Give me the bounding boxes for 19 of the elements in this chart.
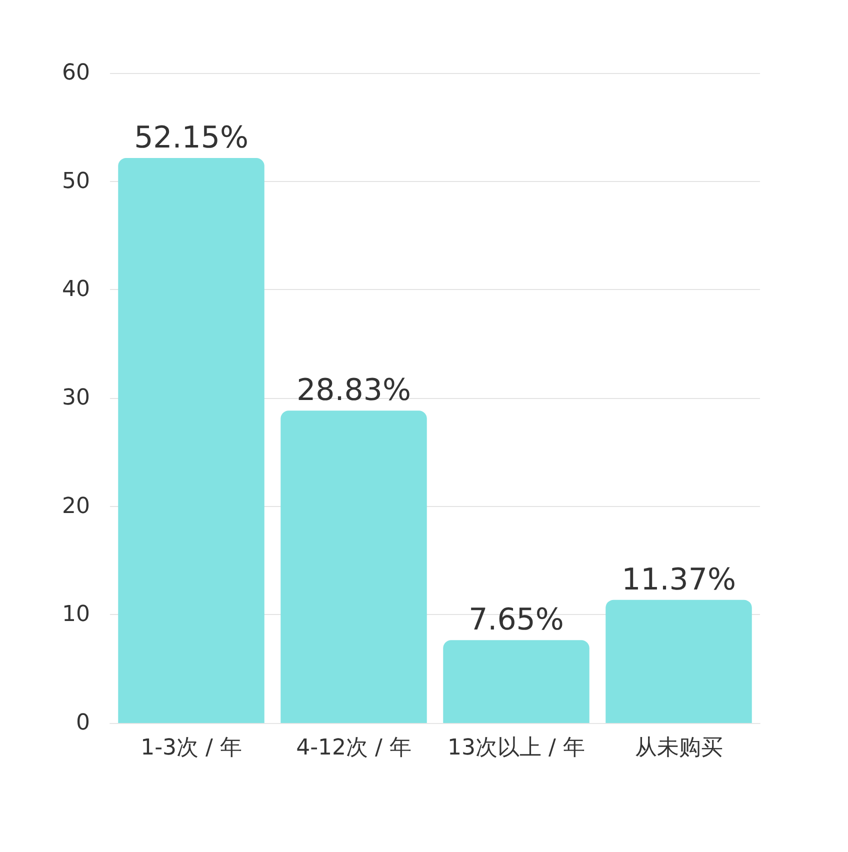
y-tick-label: 60 xyxy=(62,60,90,86)
y-tick-label: 30 xyxy=(62,386,90,410)
data-label: 7.65% xyxy=(468,602,564,638)
x-tick-label: 从未购买 xyxy=(634,736,723,760)
y-tick-label: 40 xyxy=(62,277,90,302)
data-label: 52.15% xyxy=(134,120,248,156)
bar xyxy=(606,600,752,723)
y-tick-label: 10 xyxy=(62,602,90,628)
y-tick-label: 0 xyxy=(76,710,90,736)
bar xyxy=(280,410,427,723)
y-tick-label: 50 xyxy=(62,168,90,194)
x-tick-label: 13次以上 / 年 xyxy=(448,736,585,760)
bar xyxy=(443,640,590,723)
data-label: 11.37% xyxy=(622,562,736,598)
x-tick-label: 4-12次 / 年 xyxy=(296,736,412,760)
bar xyxy=(118,158,264,723)
x-tick-label: 1-3次 / 年 xyxy=(140,736,242,760)
y-tick-label: 20 xyxy=(62,494,90,519)
data-label: 28.83% xyxy=(296,373,411,408)
